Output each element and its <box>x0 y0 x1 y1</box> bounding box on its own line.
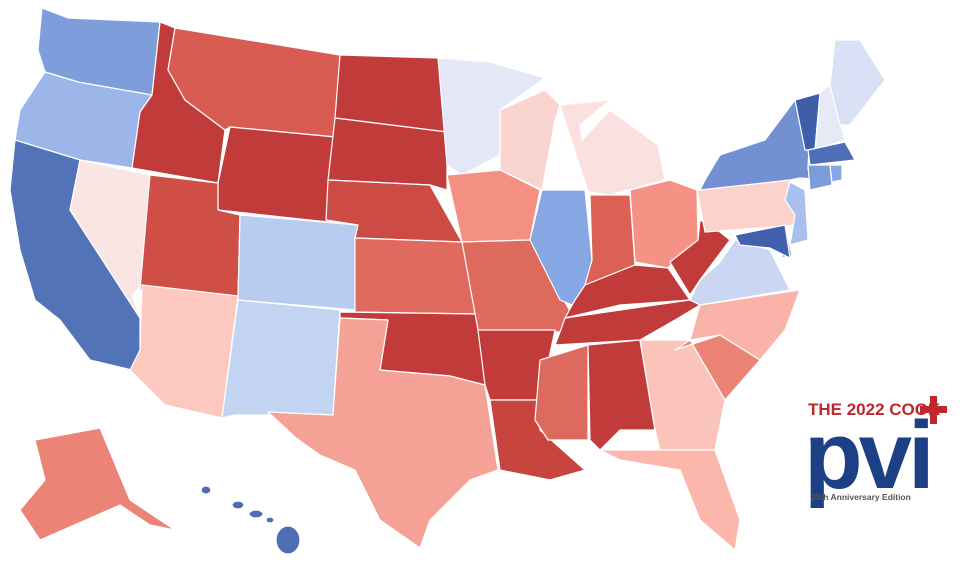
logo-tagline: 25th Anniversary Edition <box>811 492 911 502</box>
state-ak <box>19 427 176 541</box>
cross-h <box>920 406 947 413</box>
state-fl <box>599 449 741 551</box>
state-me <box>829 39 886 126</box>
island <box>265 516 275 524</box>
state-ky <box>564 264 691 319</box>
island <box>231 500 245 510</box>
state-ks <box>354 237 479 315</box>
state-tn <box>554 299 701 346</box>
island <box>200 485 212 495</box>
state-md <box>734 224 791 259</box>
state-mi <box>559 99 666 196</box>
state-sc <box>674 334 761 401</box>
state-ia <box>446 169 541 243</box>
logo-kicker: THE 2022 COOK <box>808 400 941 419</box>
state-ri <box>829 164 843 183</box>
state-wy <box>217 126 336 223</box>
state-nh <box>814 84 846 151</box>
state-sd <box>327 117 448 191</box>
logo-wordmark: pvi <box>804 402 931 509</box>
states <box>9 7 886 555</box>
state-nm <box>221 299 341 419</box>
island <box>275 525 301 555</box>
state-hi <box>200 485 301 555</box>
state-tx <box>267 317 499 549</box>
island <box>248 509 264 519</box>
state-wv <box>669 219 731 296</box>
state-ct <box>807 164 833 191</box>
logo: THE 2022 COOK pvi 25th Anniversary Editi… <box>804 396 947 509</box>
state-ms <box>534 344 589 441</box>
state-co <box>237 214 359 311</box>
state-ma <box>807 141 856 166</box>
state-az <box>129 284 239 419</box>
state-wi <box>499 89 561 191</box>
